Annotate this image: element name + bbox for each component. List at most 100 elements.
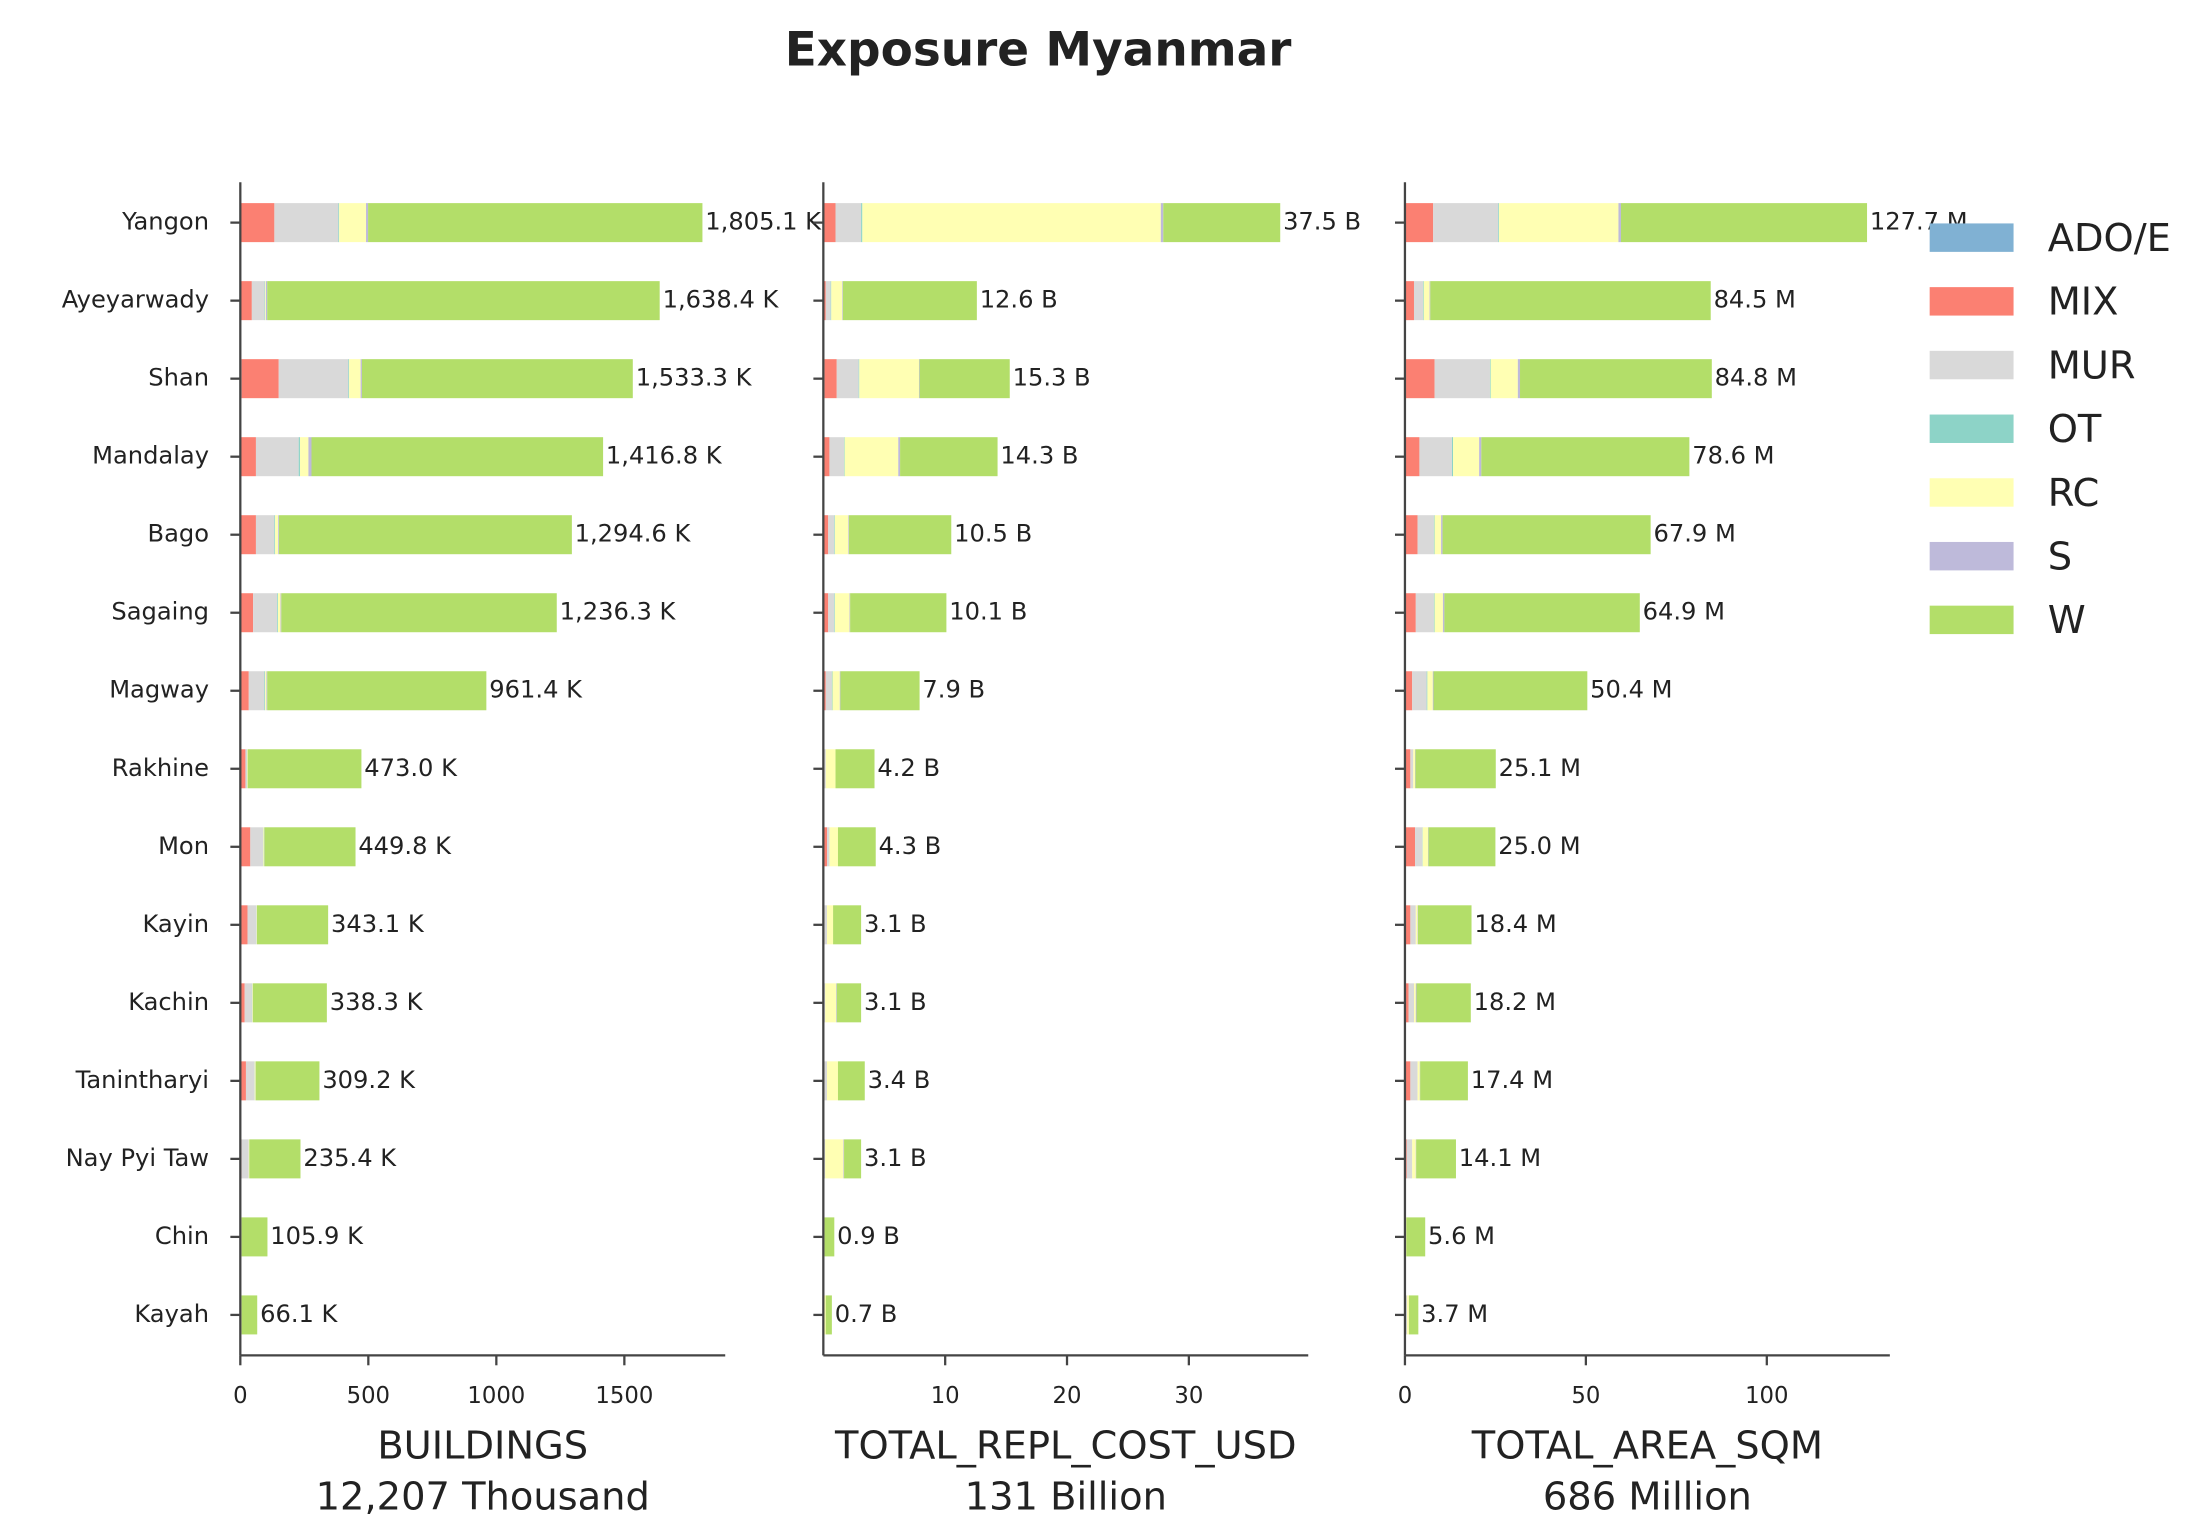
total-label: 14.1 M: [1459, 1144, 1541, 1172]
total-label: 338.3 K: [330, 988, 424, 1016]
bar-segment: [848, 515, 952, 555]
total-label: 3.7 M: [1421, 1300, 1488, 1328]
legend-label: OT: [2048, 407, 2102, 452]
bar-segment: [1432, 671, 1434, 711]
bar-segment: [862, 203, 1161, 243]
total-label: 3.1 B: [864, 988, 927, 1016]
bar-segment: [278, 359, 349, 399]
bar-segment: [823, 983, 826, 1023]
total-label: 67.9 M: [1653, 520, 1735, 548]
bar-segment: [831, 671, 833, 711]
total-label: 1,638.4 K: [663, 286, 780, 314]
total-label: 309.2 K: [322, 1066, 416, 1094]
bar-segment: [823, 515, 829, 555]
bar-segment: [825, 749, 836, 789]
bar-segment: [256, 905, 257, 945]
total-label: 66.1 K: [260, 1300, 338, 1328]
x-axis-label-note: 12,207 Thousand: [316, 1474, 650, 1519]
bar-segment: [823, 593, 829, 633]
legend-label: W: [2048, 598, 2086, 643]
bar-segment: [1451, 437, 1454, 477]
bar-segment: [339, 203, 367, 243]
y-tick-label: Magway: [109, 676, 209, 704]
bar-segment: [825, 1295, 832, 1335]
bar-segment: [825, 281, 831, 321]
bar-segment: [843, 1139, 845, 1179]
bar-segment: [252, 983, 327, 1023]
bar-segment: [265, 281, 266, 321]
bar-segment: [844, 1139, 862, 1179]
total-label: 10.1 B: [949, 598, 1027, 626]
y-tick-label: Shan: [148, 364, 209, 392]
bar-segment: [835, 203, 862, 243]
y-tick-label: Tanintharyi: [75, 1066, 209, 1094]
bar-segment: [824, 1217, 835, 1257]
bar-segment: [265, 281, 268, 321]
bar-segment: [1404, 593, 1416, 633]
bar-segment: [366, 203, 369, 243]
bar-segment: [250, 827, 264, 867]
bar-segment: [368, 203, 703, 243]
bar-segment: [823, 1139, 826, 1179]
y-tick-label: Yangon: [121, 208, 209, 236]
bar-segment: [244, 983, 252, 1023]
bar-segment: [1410, 749, 1414, 789]
total-label: 1,294.6 K: [575, 520, 692, 548]
bar-segment: [277, 593, 278, 633]
bar-segment: [1433, 593, 1435, 633]
bar-segment: [1404, 1061, 1411, 1101]
bar-segment: [263, 827, 265, 867]
x-tick-label: 10: [931, 1383, 960, 1409]
bar-segment: [1417, 515, 1434, 555]
x-axis-label: BUILDINGS: [377, 1423, 588, 1468]
bar-segment: [850, 593, 947, 633]
bar-segment: [1453, 437, 1480, 477]
total-label: 7.9 B: [922, 676, 985, 704]
bar-segment: [1481, 437, 1690, 477]
x-axis-label-note: 131 Billion: [965, 1474, 1167, 1519]
y-tick-label: Chin: [155, 1222, 209, 1250]
y-tick-label: Kachin: [128, 988, 209, 1016]
total-label: 1,533.3 K: [636, 364, 753, 392]
bar-segment: [1427, 671, 1433, 711]
bar-segment: [1419, 437, 1452, 477]
bar-segment: [834, 515, 849, 555]
bar-segment: [274, 203, 339, 243]
total-label: 105.9 K: [270, 1222, 364, 1250]
bar-segment: [824, 1061, 827, 1101]
legend-label: ADO/E: [2048, 216, 2171, 261]
bar-segment: [1160, 203, 1164, 243]
bar-segment: [1499, 203, 1619, 243]
bar-segment: [1412, 1139, 1416, 1179]
bar-segment: [1420, 1061, 1468, 1101]
bar-segment: [835, 749, 875, 789]
total-label: 3.4 B: [868, 1066, 931, 1094]
x-tick-label: 1000: [467, 1383, 525, 1409]
bar-segment: [240, 593, 254, 633]
bar-segment: [240, 905, 248, 945]
bar-segment: [255, 437, 299, 477]
legend-swatch: [1929, 350, 2014, 380]
bar-segment: [824, 749, 826, 789]
bar-segment: [308, 437, 312, 477]
bar-segment: [1442, 515, 1651, 555]
bar-segment: [1433, 515, 1435, 555]
bar-segment: [1620, 203, 1868, 243]
bar-segment: [1415, 905, 1418, 945]
bar-segment: [264, 671, 266, 711]
bar-segment: [1405, 1295, 1408, 1335]
y-tick-label: Kayah: [134, 1300, 209, 1328]
total-label: 0.9 B: [837, 1222, 900, 1250]
bar-segment: [826, 827, 830, 867]
bar-segment: [1408, 983, 1414, 1023]
bar-segment: [859, 359, 919, 399]
bar-segment: [1415, 593, 1434, 633]
bar-segment: [848, 515, 849, 555]
total-label: 14.3 B: [1000, 442, 1078, 470]
bar-segment: [1479, 437, 1482, 477]
legend-label: S: [2048, 535, 2072, 580]
x-tick-label: 20: [1053, 1383, 1082, 1409]
bar-segment: [1404, 671, 1413, 711]
bar-segment: [274, 515, 276, 555]
x-tick-label: 30: [1174, 1383, 1203, 1409]
